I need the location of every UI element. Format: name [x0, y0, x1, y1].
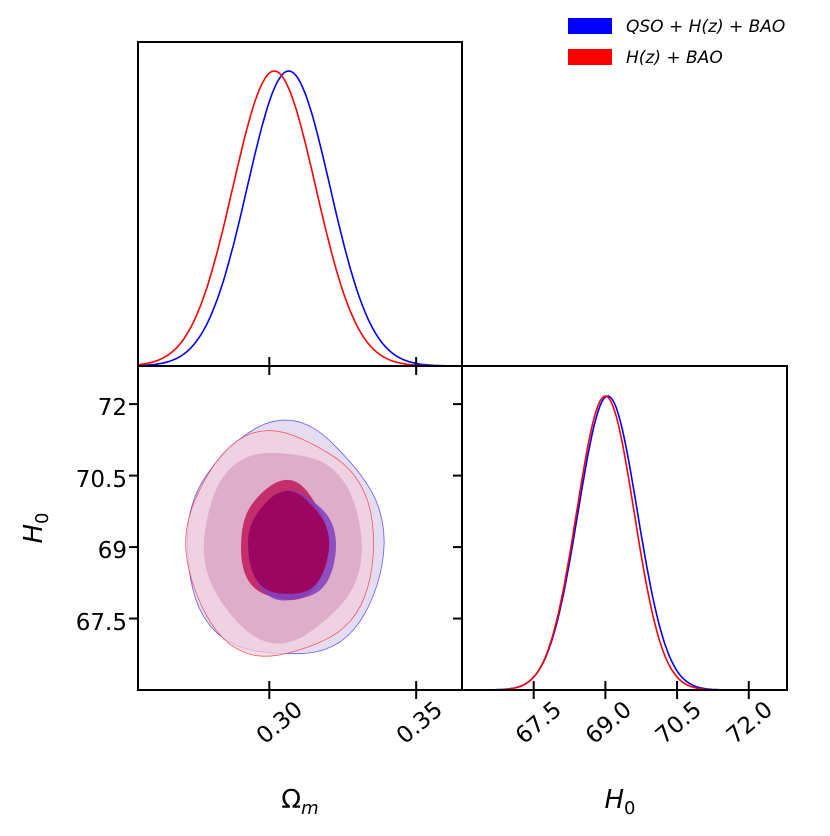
x-tick-label-h0-70-5: 70.5: [651, 697, 707, 750]
x-tick-label-omega-0-35: 0.35: [392, 697, 448, 750]
panel-h0-marginal: [461, 365, 788, 691]
legend-swatch-qso: [568, 18, 612, 34]
x-tick-label-omega-0-30: 0.30: [252, 697, 308, 750]
y-axis-label-h0-sub: 0: [32, 512, 53, 523]
x-tick-label-h0-67-5: 67.5: [511, 697, 567, 750]
x-axis-label-omega-main: Ω: [281, 785, 301, 815]
x-axis-label-omega-m: Ωm: [281, 785, 318, 819]
contour-layer: [185, 419, 385, 657]
tick-marks-layer: [129, 357, 750, 699]
x-axis-label-h0-sub: 0: [624, 798, 635, 819]
y-tick-label-69: 69: [98, 538, 127, 564]
contour-1sigma-overlap: [248, 490, 330, 594]
y-axis-label-h0: H0: [19, 512, 53, 543]
x-axis-label-h0-main: H: [604, 785, 624, 815]
legend-label-hz-bao: H(z) + BAO: [626, 48, 723, 68]
x-axis-label-omega-sub: m: [301, 798, 319, 819]
panel-omega-marginal: [137, 41, 463, 367]
x-tick-label-h0-72-0: 72.0: [722, 697, 778, 750]
omega-marginal-curve-qso: [137, 70, 463, 367]
legend: QSO + H(z) + BAO H(z) + BAO: [568, 17, 785, 68]
x-axis-label-h0: H0: [604, 785, 635, 819]
y-tick-label-67-5: 67.5: [76, 610, 127, 636]
h0-marginal-curve-qso: [462, 395, 787, 691]
y-axis-label-h0-main: H: [19, 524, 49, 544]
legend-label-qso: QSO + H(z) + BAO: [626, 17, 785, 37]
y-tick-label-70-5: 70.5: [76, 467, 127, 493]
x-tick-label-h0-69-0: 69.0: [581, 697, 637, 750]
legend-swatch-hz-bao: [568, 49, 612, 65]
omega-marginal-curve-hz-bao: [137, 70, 462, 367]
y-tick-label-72: 72: [98, 395, 127, 421]
